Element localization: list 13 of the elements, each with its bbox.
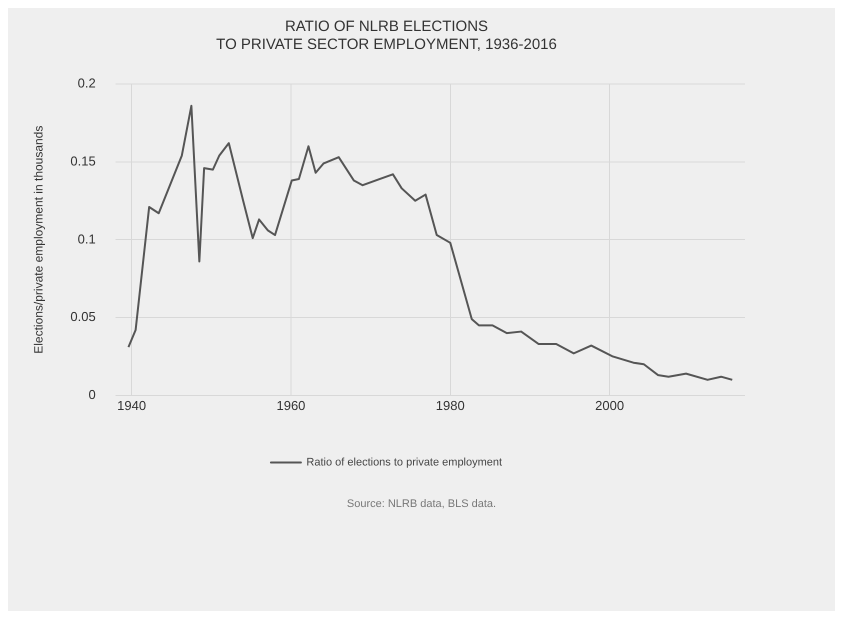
y-tick-label: 0.15 [70, 153, 96, 168]
y-axis-title: Elections/private employment in thousands [32, 126, 46, 354]
source-note: Source: NLRB data, BLS data. [346, 498, 498, 510]
x-tick-label: 1980 [436, 398, 465, 413]
x-tick-label: 2000 [595, 398, 624, 413]
x-tick-label: 1940 [117, 398, 146, 413]
y-tick-label: 0 [88, 386, 96, 402]
x-tick-label: 1960 [276, 398, 306, 413]
y-tick-label: 0.2 [78, 76, 96, 91]
y-tick-label: 0.1 [78, 231, 96, 246]
y-tick-label: 0.05 [70, 309, 96, 324]
legend-label: Ratio of elections to private employment [306, 456, 502, 469]
chart-title: RATIO OF NLRB ELECTIONS TO PRIVATE SECTOR EMPLOYMENT, 1936-2016 [216, 18, 557, 54]
